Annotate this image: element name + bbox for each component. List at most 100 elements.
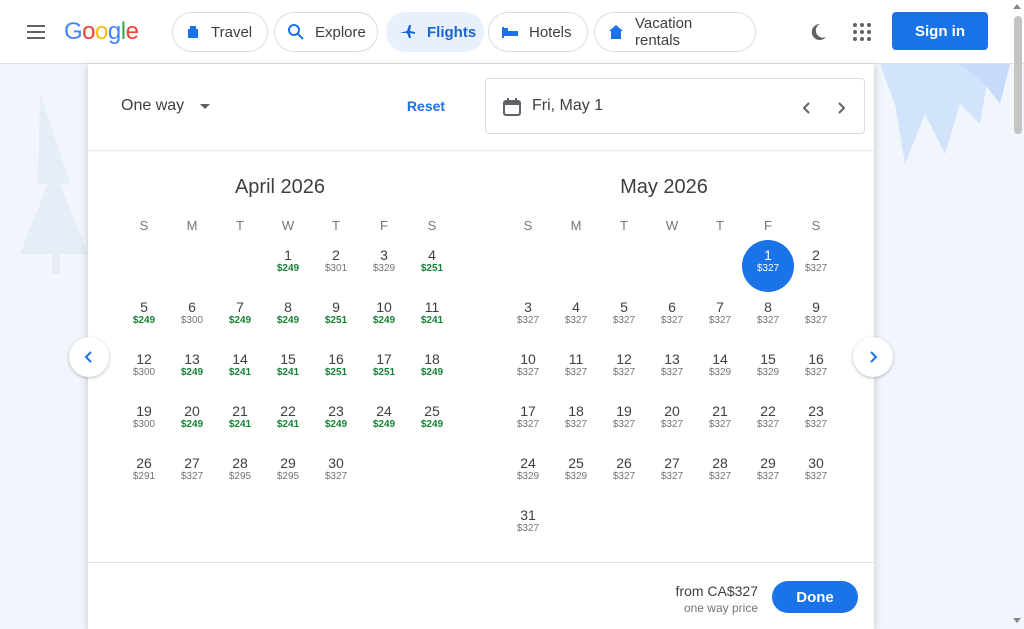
calendar-day[interactable]: 21 $327: [696, 398, 744, 450]
lowest-price-text: from CA$327: [675, 583, 758, 599]
calendar-day[interactable]: 27 $327: [648, 450, 696, 502]
calendar-day[interactable]: 20 $249: [168, 398, 216, 450]
calendar-day[interactable]: 14 $329: [696, 346, 744, 398]
nav-chip-hotels[interactable]: Hotels: [488, 12, 588, 52]
calendar-day[interactable]: 25 $329: [552, 450, 600, 502]
calendar-day[interactable]: 3 $327: [504, 294, 552, 346]
calendar-day[interactable]: 26 $327: [600, 450, 648, 502]
calendar-day[interactable]: 14 $241: [216, 346, 264, 398]
calendar-day[interactable]: 22 $327: [744, 398, 792, 450]
day-number: 17: [520, 403, 536, 419]
calendar-day[interactable]: 12 $300: [120, 346, 168, 398]
google-apps-button[interactable]: [842, 12, 882, 52]
day-price: $295: [228, 471, 252, 482]
departure-date-input[interactable]: Fri, May 1: [532, 97, 604, 114]
calendar-day[interactable]: 1 $327: [742, 240, 794, 294]
calendar-day[interactable]: 18 $327: [552, 398, 600, 450]
calendar-day[interactable]: 26 $291: [120, 450, 168, 502]
sign-in-button[interactable]: Sign in: [892, 12, 988, 50]
calendar-day[interactable]: 30 $327: [792, 450, 840, 502]
day-number: 8: [764, 299, 772, 315]
calendar-day[interactable]: 5 $249: [120, 294, 168, 346]
nav-chip-explore[interactable]: Explore: [274, 12, 378, 52]
date-picker-toolbar: One way Reset Fri, May 1: [88, 64, 874, 150]
calendar-day[interactable]: 11 $327: [552, 346, 600, 398]
calendar-day[interactable]: 31 $327: [504, 502, 552, 554]
google-logo[interactable]: Google: [64, 18, 139, 46]
calendar-day[interactable]: 27 $327: [168, 450, 216, 502]
page-scrollbar[interactable]: [1014, 16, 1022, 134]
calendar-day[interactable]: 8 $249: [264, 294, 312, 346]
day-price: $249: [180, 419, 204, 430]
calendar-day[interactable]: 11 $241: [408, 294, 456, 346]
day-price: $327: [516, 315, 540, 326]
calendar-day[interactable]: 19 $300: [120, 398, 168, 450]
calendar-day[interactable]: 4 $251: [408, 242, 456, 294]
calendar-day[interactable]: 29 $327: [744, 450, 792, 502]
calendar-day[interactable]: 28 $327: [696, 450, 744, 502]
calendar-day[interactable]: 18 $249: [408, 346, 456, 398]
calendar-day[interactable]: 21 $241: [216, 398, 264, 450]
calendar-day[interactable]: 3 $329: [360, 242, 408, 294]
calendar-day[interactable]: 12 $327: [600, 346, 648, 398]
scroll-up-arrow-icon[interactable]: [1013, 4, 1021, 9]
day-price: $249: [276, 315, 300, 326]
main-menu-button[interactable]: [14, 12, 58, 52]
day-price: $327: [804, 315, 828, 326]
calendar-day[interactable]: 6 $327: [648, 294, 696, 346]
calendar-day[interactable]: 13 $327: [648, 346, 696, 398]
calendar-day[interactable]: 15 $329: [744, 346, 792, 398]
previous-month-button[interactable]: [69, 337, 109, 377]
next-month-button[interactable]: [853, 337, 893, 377]
calendar-day[interactable]: 19 $327: [600, 398, 648, 450]
calendar-day[interactable]: 13 $249: [168, 346, 216, 398]
nav-chip-travel[interactable]: Travel: [172, 12, 268, 52]
next-date-button[interactable]: [826, 93, 856, 123]
calendar-day[interactable]: 24 $329: [504, 450, 552, 502]
calendar-day[interactable]: 4 $327: [552, 294, 600, 346]
calendar-day[interactable]: 9 $327: [792, 294, 840, 346]
nav-chip-vacation-rentals[interactable]: Vacation rentals: [594, 12, 756, 52]
calendar-day[interactable]: 15 $241: [264, 346, 312, 398]
calendar-day[interactable]: 7 $327: [696, 294, 744, 346]
calendar-day[interactable]: 25 $249: [408, 398, 456, 450]
nav-chip-flights[interactable]: Flights: [386, 12, 484, 52]
calendar-day[interactable]: 8 $327: [744, 294, 792, 346]
calendar-day[interactable]: 16 $251: [312, 346, 360, 398]
scroll-down-arrow-icon[interactable]: [1013, 618, 1021, 623]
calendar-day[interactable]: 1 $249: [264, 242, 312, 294]
previous-date-button[interactable]: [792, 93, 822, 123]
day-number: 20: [184, 403, 200, 419]
day-price: $327: [180, 471, 204, 482]
calendar-day[interactable]: 30 $327: [312, 450, 360, 502]
calendar-day[interactable]: 24 $249: [360, 398, 408, 450]
calendar-day[interactable]: 10 $249: [360, 294, 408, 346]
day-number: 28: [712, 455, 728, 471]
calendar-day[interactable]: 10 $327: [504, 346, 552, 398]
done-button[interactable]: Done: [772, 581, 858, 613]
calendar-day[interactable]: 9 $251: [312, 294, 360, 346]
calendar-day[interactable]: 29 $295: [264, 450, 312, 502]
calendar-day[interactable]: 17 $327: [504, 398, 552, 450]
calendar-day[interactable]: 17 $251: [360, 346, 408, 398]
calendar-day[interactable]: 2 $327: [792, 242, 840, 294]
calendar-day[interactable]: 2 $301: [312, 242, 360, 294]
calendar-day[interactable]: 20 $327: [648, 398, 696, 450]
dark-theme-button[interactable]: [800, 14, 836, 50]
calendar-day[interactable]: 23 $327: [792, 398, 840, 450]
day-price: $329: [516, 471, 540, 482]
day-number: 7: [236, 299, 244, 315]
calendar-day[interactable]: 22 $241: [264, 398, 312, 450]
weekday-label: S: [139, 218, 149, 233]
logo-letter: g: [107, 18, 121, 45]
calendar-day[interactable]: 23 $249: [312, 398, 360, 450]
chevron-right-icon: [838, 102, 846, 114]
calendar-day[interactable]: 7 $249: [216, 294, 264, 346]
day-number: 4: [572, 299, 580, 315]
calendar-day[interactable]: 5 $327: [600, 294, 648, 346]
calendar-day[interactable]: 28 $295: [216, 450, 264, 502]
calendar-day[interactable]: 16 $327: [792, 346, 840, 398]
trip-type-select[interactable]: One way: [104, 82, 230, 130]
reset-button[interactable]: Reset: [406, 98, 446, 114]
calendar-day[interactable]: 6 $300: [168, 294, 216, 346]
